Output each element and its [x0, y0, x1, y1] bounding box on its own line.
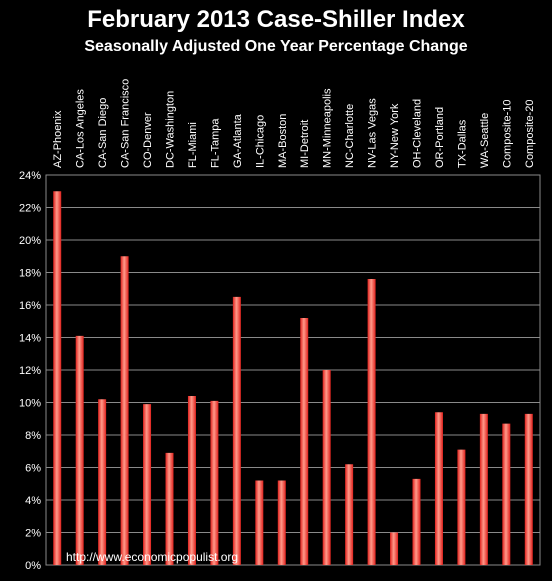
bar-or-portland: [434, 412, 443, 565]
x-category-label: GA-Atlanta: [232, 113, 244, 168]
bar-oh-cleveland: [412, 478, 421, 565]
y-axis-tick-labels: 0% 2% 4% 6% 8% 10% 12% 14% 16% 18% 20% 22% 24%: [19, 170, 41, 572]
x-category-label: CA-San Francisco: [120, 79, 132, 168]
x-category-label: FL-Tampa: [209, 118, 221, 168]
x-category-label: Composite-10: [501, 100, 513, 168]
source-url-annotation: http://www.economicpopulist.org: [66, 550, 238, 564]
y-tick-label: 6%: [25, 463, 41, 475]
x-category-label: TX-Dallas: [456, 119, 468, 168]
bar-composite-20: [524, 413, 533, 565]
bar-co-denver: [143, 404, 152, 565]
x-category-label: FL-Miami: [187, 122, 199, 168]
chart-title: February 2013 Case-Shiller Index: [87, 6, 465, 33]
plot-area-border: [45, 174, 541, 566]
bar-fl-miami: [187, 396, 196, 565]
bar-nc-charlotte: [345, 464, 354, 565]
bar-ma-boston: [277, 480, 286, 565]
x-category-label: CA-Los Angeles: [75, 89, 87, 168]
y-tick-label: 8%: [25, 430, 41, 442]
x-category-label: CA-San Diego: [97, 98, 109, 168]
y-tick-label: 24%: [19, 170, 41, 182]
bar-mn-minneapolis: [322, 370, 331, 565]
y-tick-label: 16%: [19, 300, 41, 312]
x-axis-category-labels: AZ-Phoenix CA-Los Angeles CA-San Diego CA-S…: [52, 79, 536, 168]
y-tick-label: 0%: [25, 560, 41, 572]
x-category-label: MI-Detroit: [299, 120, 311, 168]
bar-dc-washington: [165, 452, 174, 565]
x-category-label: Composite-20: [524, 100, 536, 168]
x-category-label: WA-Seattle: [479, 113, 491, 168]
bar-composite-10: [502, 423, 511, 565]
bar-ca-san-francisco: [120, 256, 129, 565]
y-tick-label: 10%: [19, 398, 41, 410]
bar-ga-atlanta: [232, 296, 241, 565]
bar-ny-new-york: [390, 532, 399, 565]
x-category-label: OH-Cleveland: [412, 99, 424, 168]
bar-ca-los-angeles: [75, 335, 84, 565]
y-tick-label: 18%: [19, 268, 41, 280]
x-category-label: AZ-Phoenix: [52, 110, 64, 168]
bar-fl-tampa: [210, 400, 219, 565]
y-tick-label: 12%: [19, 365, 41, 377]
bar-ca-san-diego: [98, 399, 107, 565]
bar-il-chicago: [255, 480, 264, 565]
y-tick-label: 4%: [25, 495, 41, 507]
x-category-label: OR-Portland: [434, 107, 446, 168]
chart-subtitle: Seasonally Adjusted One Year Percentage …: [84, 38, 468, 55]
y-tick-label: 22%: [19, 203, 41, 215]
x-category-label: DC-Washington: [165, 91, 177, 168]
x-category-label: IL-Chicago: [254, 115, 266, 168]
x-category-label: NC-Charlotte: [344, 104, 356, 168]
x-category-label: NV-Las Vegas: [367, 98, 379, 168]
x-category-label: MA-Boston: [277, 114, 289, 168]
bar-az-phoenix: [53, 191, 62, 565]
bar-mi-detroit: [300, 318, 309, 565]
x-category-label: MN-Minneapolis: [322, 88, 334, 168]
y-tick-label: 20%: [19, 235, 41, 247]
bar-tx-dallas: [457, 449, 466, 565]
bar-wa-seattle: [479, 413, 488, 565]
bars: [53, 191, 533, 565]
y-tick-label: 14%: [19, 333, 41, 345]
y-tick-label: 2%: [25, 528, 41, 540]
x-category-label: CO-Denver: [142, 112, 154, 168]
x-category-label: NY-New York: [389, 103, 401, 168]
bar-nv-las-vegas: [367, 279, 376, 565]
grid-lines: [45, 174, 541, 566]
